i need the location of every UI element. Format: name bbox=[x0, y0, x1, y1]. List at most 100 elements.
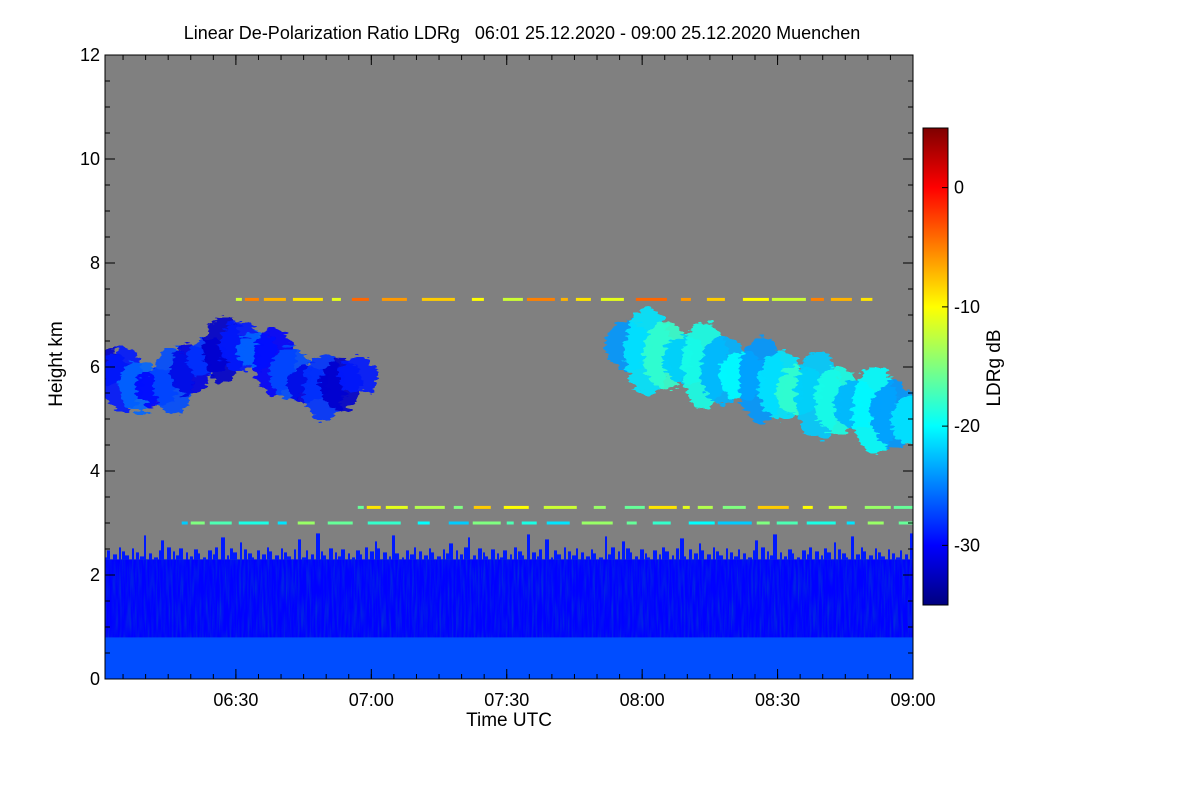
turbulence-plume bbox=[352, 557, 355, 560]
x-axis: 06:30 07:00 07:30 08:00 08:30 09:00 bbox=[122, 55, 936, 710]
turbulence-plume bbox=[834, 542, 836, 560]
turbulence-plume bbox=[281, 548, 283, 560]
turbulence-plume bbox=[227, 555, 229, 560]
turbulence-plume bbox=[323, 555, 326, 560]
turbulence-plume bbox=[846, 557, 848, 560]
layer-segment bbox=[626, 521, 637, 525]
layer-segment bbox=[771, 297, 806, 301]
turbulence-plume bbox=[431, 552, 434, 560]
turbulence-plume bbox=[311, 554, 314, 560]
layer-segment bbox=[680, 297, 691, 301]
turbulence-plume bbox=[770, 555, 773, 560]
turbulence-plume bbox=[392, 535, 395, 560]
turbulence-plume bbox=[581, 552, 584, 560]
turbulence-plume bbox=[611, 547, 615, 560]
turbulence-plume bbox=[356, 550, 360, 560]
colorbar-tick-label: -20 bbox=[954, 416, 980, 436]
turbulence-plume bbox=[161, 540, 164, 560]
turbulence-plume bbox=[537, 556, 539, 560]
turbulence-plume bbox=[473, 555, 476, 560]
turbulence-plume bbox=[144, 535, 146, 560]
turbulence-plume bbox=[659, 554, 661, 560]
turbulence-plume bbox=[306, 550, 308, 560]
turbulence-plume bbox=[267, 547, 269, 560]
turbulence-plume bbox=[551, 557, 553, 560]
turbulence-plume bbox=[532, 552, 536, 560]
turbulence-plume bbox=[622, 541, 625, 560]
turbulence-plume bbox=[429, 548, 431, 560]
feature-cirrus-early- bbox=[105, 315, 379, 422]
turbulence-plume bbox=[478, 548, 482, 560]
layer-segment bbox=[546, 521, 570, 525]
turbulence-plume bbox=[491, 549, 495, 560]
turbulence-plume bbox=[842, 553, 846, 560]
layer-segment bbox=[238, 521, 269, 525]
layer-segment bbox=[776, 521, 798, 525]
turbulence-plume bbox=[626, 548, 630, 560]
layer-segment bbox=[502, 297, 523, 301]
turbulence-plume bbox=[653, 550, 657, 560]
turbulence-plume bbox=[761, 547, 765, 560]
y-tick-label: 8 bbox=[90, 253, 100, 273]
turbulence-plume bbox=[784, 556, 787, 560]
turbulence-plume bbox=[522, 555, 524, 560]
turbulence-plume bbox=[240, 542, 242, 560]
turbulence-plume bbox=[773, 534, 777, 560]
y-axis-label: Height km bbox=[46, 321, 67, 407]
turbulence-plume bbox=[788, 549, 792, 560]
y-tick-label: 0 bbox=[90, 669, 100, 689]
layer-segment bbox=[292, 297, 323, 301]
turbulence-plume bbox=[734, 556, 738, 560]
layer-segment bbox=[802, 505, 813, 509]
turbulence-plume bbox=[298, 539, 301, 560]
turbulence-plume bbox=[456, 550, 458, 560]
y-tick-label: 12 bbox=[80, 45, 100, 65]
turbulence-plume bbox=[827, 552, 831, 560]
turbulence-plume bbox=[689, 549, 692, 560]
feature-thin-layer-7-3-km bbox=[235, 297, 873, 301]
turbulence-plume bbox=[593, 553, 596, 560]
turbulence-plume bbox=[497, 553, 499, 560]
turbulence-plume bbox=[510, 554, 512, 560]
turbulence-plume bbox=[514, 547, 517, 560]
turbulence-plume bbox=[743, 553, 746, 560]
layer-segment bbox=[600, 297, 624, 301]
turbulence-plume bbox=[807, 554, 809, 560]
turbulence-plume bbox=[383, 552, 387, 560]
turbulence-plume bbox=[881, 556, 885, 560]
layer-segment bbox=[453, 505, 463, 509]
turbulence-plume bbox=[821, 555, 823, 560]
layer-segment bbox=[560, 297, 568, 301]
layer-segment bbox=[448, 521, 469, 525]
turbulence-plume bbox=[370, 551, 374, 560]
cloud-patch bbox=[337, 356, 379, 395]
turbulence-plume bbox=[113, 554, 117, 560]
turbulence-plume bbox=[630, 552, 632, 560]
layer-segment bbox=[473, 505, 491, 509]
layer-segment bbox=[357, 505, 364, 509]
turbulence-plume bbox=[888, 549, 890, 560]
turbulence-plume bbox=[410, 554, 414, 560]
turbulence-plume bbox=[599, 557, 603, 560]
y-tick-label: 2 bbox=[90, 565, 100, 585]
turbulence-plume bbox=[443, 549, 445, 560]
turbulence-plume bbox=[389, 556, 391, 560]
turbulence-plume bbox=[815, 551, 819, 560]
turbulence-plume bbox=[838, 549, 841, 560]
layer-segment bbox=[682, 505, 690, 509]
turbulence-plume bbox=[500, 557, 503, 560]
y-tick-label: 4 bbox=[90, 461, 100, 481]
turbulence-plume bbox=[863, 551, 866, 560]
feature-thin-layer-3-0-km bbox=[181, 521, 913, 525]
turbulence-plume bbox=[329, 548, 333, 560]
turbulence-plume bbox=[869, 555, 873, 560]
turbulence-plume bbox=[414, 547, 416, 560]
layer-segment bbox=[624, 505, 645, 509]
turbulence-plume bbox=[244, 549, 247, 560]
turbulence-plume bbox=[154, 557, 158, 560]
x-tick-label: 07:00 bbox=[349, 690, 394, 710]
turbulence-plume bbox=[748, 557, 752, 560]
turbulence-plume bbox=[132, 548, 134, 560]
layer-segment bbox=[209, 521, 232, 525]
layer-segment bbox=[367, 521, 401, 525]
